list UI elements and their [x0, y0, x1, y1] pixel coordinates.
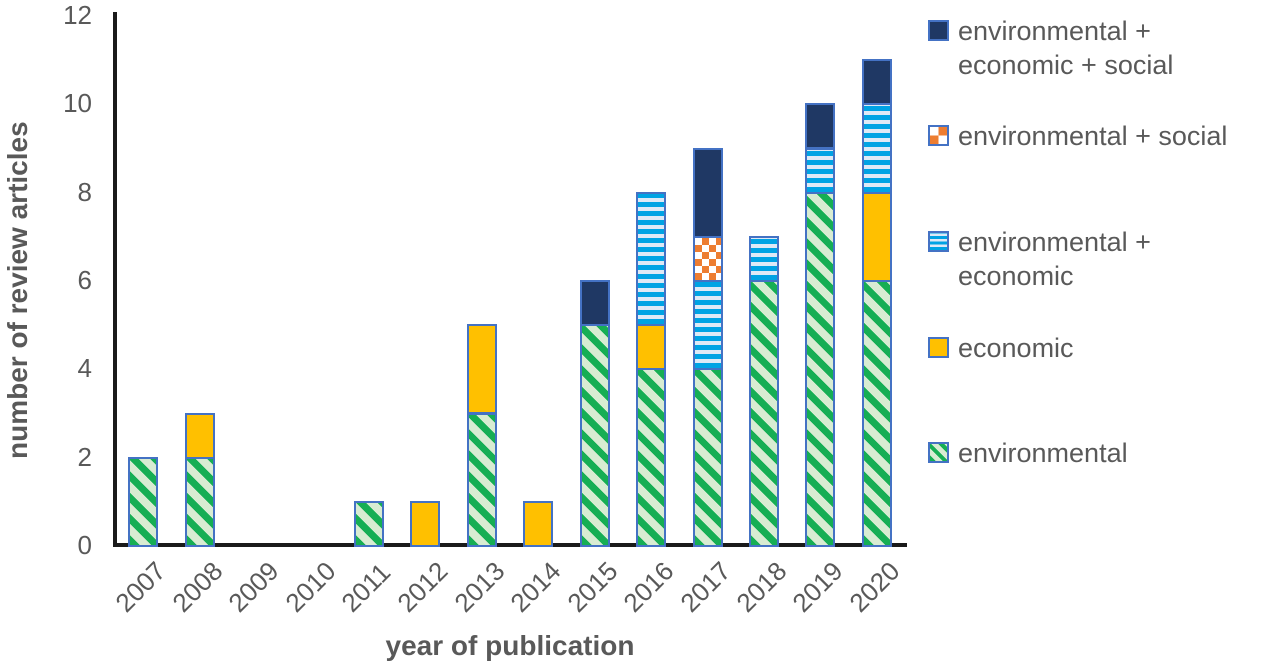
x-axis-title: year of publication [385, 630, 635, 661]
y-tick-label: 6 [77, 265, 92, 295]
y-axis-line [113, 12, 117, 547]
legend-item-environmental-social: environmental + social [928, 119, 1227, 153]
bar-segment-economic [466, 324, 497, 415]
x-tick-label: 2012 [391, 555, 454, 618]
bar-segment-environmental-economic [692, 280, 723, 371]
bar-segment-environmental-economic-social [579, 280, 610, 327]
bar-segment-economic [523, 500, 554, 547]
x-tick-label: 2008 [165, 555, 229, 618]
x-tick-label: 2013 [448, 555, 511, 618]
legend-label-line: economic [958, 333, 1074, 363]
x-tick-label: 2011 [335, 557, 397, 618]
legend-label-line: environmental [958, 438, 1128, 468]
bar-segment-environmental [128, 456, 159, 547]
bar-segment-environmental-economic [861, 103, 892, 194]
bar-segment-economic [184, 412, 215, 459]
legend: environmental + economic + social enviro… [928, 0, 1276, 560]
y-tick-label: 2 [77, 441, 92, 472]
x-tick-label: 2015 [560, 555, 624, 618]
gold-solid-swatch-icon [928, 337, 949, 358]
bar-segment-environmental-economic-social [861, 59, 892, 106]
y-tick-label: 8 [77, 176, 92, 207]
navy-solid-swatch-icon [928, 20, 949, 41]
bar-segment-environmental-economic [805, 147, 836, 194]
bar-segment-economic [636, 324, 667, 371]
y-tick-label: 4 [77, 353, 92, 384]
x-tick-label: 2019 [786, 555, 849, 618]
bar-segment-environmental [748, 280, 779, 547]
bar-segment-environmental-economic-social [692, 147, 723, 238]
bar-segment-environmental-economic-social [805, 103, 836, 150]
bar-segment-environmental-economic [636, 191, 667, 327]
legend-item-environmental-economic: environmental + economic [928, 225, 1151, 293]
blue-stripes-swatch-icon [928, 231, 949, 252]
x-tick-label: 2018 [730, 555, 793, 618]
bar-segment-environmental [353, 500, 384, 547]
orange-checker-swatch-icon [928, 125, 949, 146]
y-tick-label: 0 [77, 530, 92, 560]
bar-segment-environmental [466, 412, 497, 547]
legend-item-environmental: environmental [928, 436, 1128, 470]
legend-label-line: economic [958, 261, 1074, 291]
legend-label-line: environmental + [958, 16, 1151, 46]
x-tick-label: 2017 [673, 555, 737, 618]
legend-label-line: environmental + social [958, 121, 1228, 151]
bar-segment-environmental [579, 324, 610, 547]
x-tick-label: 2010 [278, 555, 342, 618]
bar-segment-environmental [805, 191, 836, 547]
bar-segment-environmental-economic [748, 235, 779, 282]
y-tick-label: 12 [63, 0, 92, 30]
x-tick-label: 2020 [843, 555, 906, 618]
legend-label-line: environmental + [958, 227, 1151, 257]
legend-label-line: economic + social [958, 50, 1174, 80]
green-stripes-swatch-icon [928, 442, 949, 463]
x-tick-label: 2014 [504, 555, 567, 618]
x-tick-label: 2007 [109, 555, 172, 618]
x-axis-line [113, 543, 907, 547]
bar-segment-environmental [861, 280, 892, 547]
x-tick-label: 2016 [617, 555, 680, 618]
bar-segment-environmental [636, 368, 667, 547]
legend-item-environmental-economic-social: environmental + economic + social [928, 14, 1173, 82]
bar-segment-environmental [692, 368, 723, 547]
x-tick-label: 2009 [222, 555, 285, 618]
bar-segment-economic [410, 500, 441, 547]
legend-item-economic: economic [928, 331, 1074, 365]
bar-segment-environmental-social [692, 235, 723, 282]
y-tick-label: 10 [63, 88, 92, 119]
bar-segment-environmental [184, 456, 215, 547]
bar-segment-economic [861, 191, 892, 282]
